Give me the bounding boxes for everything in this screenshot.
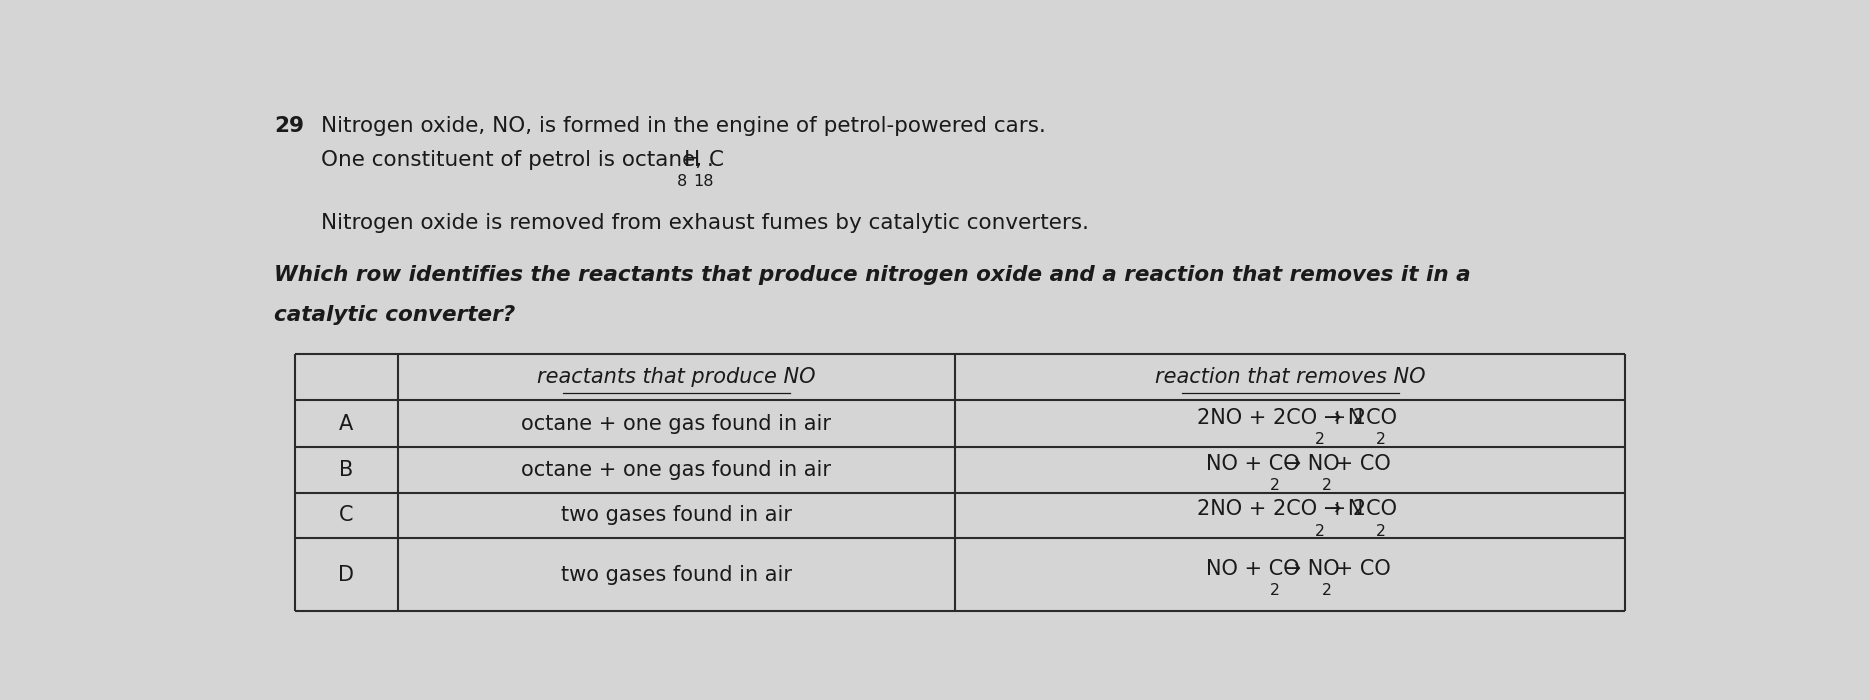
Text: NO + CO: NO + CO bbox=[1206, 454, 1300, 474]
Text: octane + one gas found in air: octane + one gas found in air bbox=[522, 414, 832, 433]
Text: → NO: → NO bbox=[1277, 559, 1339, 579]
Text: C: C bbox=[338, 505, 353, 526]
Text: → NO: → NO bbox=[1277, 454, 1339, 474]
Text: reactants that produce NO: reactants that produce NO bbox=[537, 367, 815, 387]
Text: 2NO + 2CO → N: 2NO + 2CO → N bbox=[1197, 500, 1363, 519]
Text: 2: 2 bbox=[1376, 524, 1386, 539]
Text: octane + one gas found in air: octane + one gas found in air bbox=[522, 460, 832, 480]
Text: NO + CO: NO + CO bbox=[1206, 559, 1300, 579]
Text: reaction that removes NO: reaction that removes NO bbox=[1156, 367, 1425, 387]
Text: 2: 2 bbox=[1270, 478, 1279, 493]
Text: two gases found in air: two gases found in air bbox=[561, 565, 793, 584]
Text: 2NO + 2CO → N: 2NO + 2CO → N bbox=[1197, 407, 1363, 428]
Text: 2: 2 bbox=[1270, 583, 1279, 598]
Text: 2: 2 bbox=[1315, 524, 1326, 539]
Text: 2: 2 bbox=[1322, 478, 1331, 493]
Text: + 2CO: + 2CO bbox=[1322, 407, 1397, 428]
Text: 2: 2 bbox=[1376, 432, 1386, 447]
Text: Nitrogen oxide, NO, is formed in the engine of petrol-powered cars.: Nitrogen oxide, NO, is formed in the eng… bbox=[322, 116, 1045, 136]
Text: 18: 18 bbox=[692, 174, 712, 190]
Text: One constituent of petrol is octane, C: One constituent of petrol is octane, C bbox=[322, 150, 724, 170]
Text: H: H bbox=[683, 150, 699, 170]
Text: 2: 2 bbox=[1315, 432, 1326, 447]
Text: + CO: + CO bbox=[1330, 559, 1391, 579]
Text: 29: 29 bbox=[275, 116, 305, 136]
Text: + CO: + CO bbox=[1330, 454, 1391, 474]
Text: .: . bbox=[707, 150, 714, 170]
Text: B: B bbox=[338, 460, 353, 480]
Text: Which row identifies the reactants that produce nitrogen oxide and a reaction th: Which row identifies the reactants that … bbox=[275, 265, 1472, 285]
Text: + 2CO: + 2CO bbox=[1322, 500, 1397, 519]
Text: A: A bbox=[338, 414, 353, 433]
Text: catalytic converter?: catalytic converter? bbox=[275, 305, 516, 325]
Text: 8: 8 bbox=[677, 174, 686, 190]
Text: two gases found in air: two gases found in air bbox=[561, 505, 793, 526]
Text: D: D bbox=[338, 565, 353, 584]
Text: Nitrogen oxide is removed from exhaust fumes by catalytic converters.: Nitrogen oxide is removed from exhaust f… bbox=[322, 214, 1088, 233]
Text: 2: 2 bbox=[1322, 583, 1331, 598]
